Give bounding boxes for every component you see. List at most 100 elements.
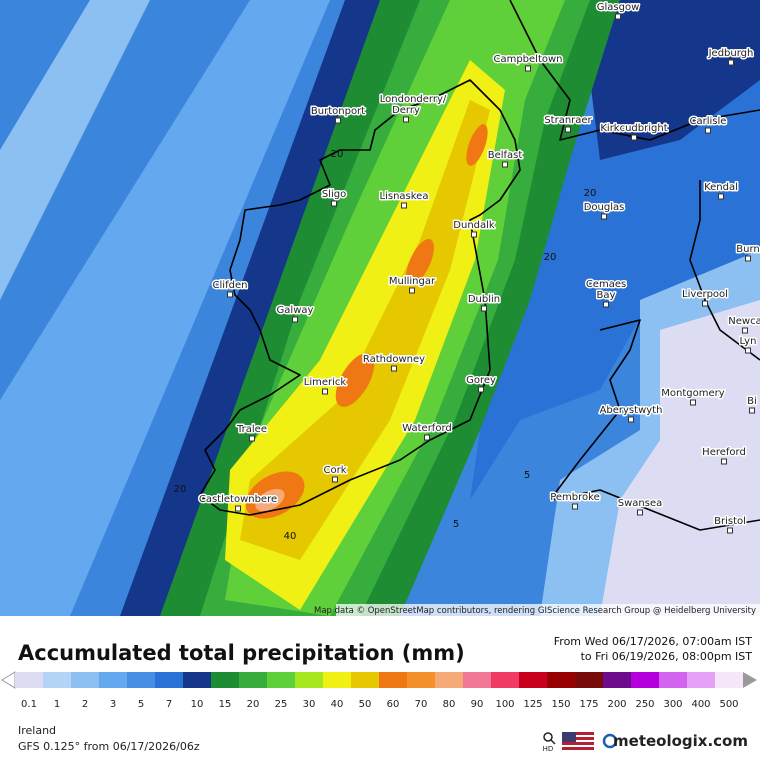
place-label: Rathdowney (363, 354, 425, 365)
place-label: Hereford (702, 447, 746, 458)
legend-title: Accumulated total precipitation (mm) (18, 641, 465, 665)
place-marker (742, 327, 748, 334)
band (580, 0, 760, 160)
place-marker (728, 59, 734, 66)
attribution-bg (336, 604, 760, 616)
place-label: Kendal (704, 182, 738, 193)
place-label: Swansea (618, 498, 662, 509)
scale-box (183, 672, 211, 688)
scale-label: 1 (54, 699, 60, 710)
flag-stripe (562, 735, 594, 737)
place-label: Lyn (740, 336, 757, 347)
scale-label: 0.1 (21, 699, 37, 710)
scale-label: 200 (607, 699, 626, 710)
scale-label: 175 (579, 699, 598, 710)
place-label: Newca (728, 316, 760, 327)
place-label: Kirkcudbright (600, 123, 667, 134)
place-marker (690, 399, 696, 406)
place-label: Glasgow (597, 2, 640, 13)
scale-label: 125 (523, 699, 542, 710)
place-label: Aberystwyth (600, 405, 663, 416)
scale-label: 15 (219, 699, 232, 710)
place-marker (749, 407, 755, 414)
band (0, 0, 150, 300)
brand[interactable]: meteologix.com (613, 732, 748, 750)
flag[interactable] (562, 732, 594, 750)
band (335, 353, 375, 407)
place-marker (727, 527, 733, 534)
hd-label[interactable]: HD (543, 745, 554, 753)
place-marker (471, 231, 477, 238)
place-label: Cemaes (586, 279, 626, 290)
coastline (689, 180, 760, 361)
scale-label: 150 (551, 699, 570, 710)
scale-box (379, 672, 407, 688)
scale-box (323, 672, 351, 688)
period-to: to Fri 06/19/2026, 08:00pm IST (581, 650, 753, 663)
scale-box (659, 672, 687, 688)
scale-box (211, 672, 239, 688)
scale-label: 2 (82, 699, 88, 710)
scale-label: 80 (443, 699, 456, 710)
place-label: Galway (277, 305, 314, 316)
scale-arrow (743, 672, 757, 688)
place-label: Clifden (213, 280, 248, 291)
flag-canton (562, 732, 576, 742)
scale-box (71, 672, 99, 688)
place-marker (745, 347, 751, 354)
band (240, 100, 490, 560)
place-label: Pembroke (550, 492, 600, 503)
scale-box (351, 672, 379, 688)
place-label: Montgomery (661, 388, 724, 399)
scale-label: 20 (247, 699, 260, 710)
place-marker (565, 126, 571, 133)
scale-box (15, 672, 43, 688)
contour-label: 20 (174, 484, 187, 495)
scale-box (239, 672, 267, 688)
flag-stripe (562, 740, 594, 742)
place-label: Waterford (402, 423, 451, 434)
place-marker (572, 503, 578, 510)
place-label: Burtonport (311, 106, 365, 117)
scale-label: 60 (387, 699, 400, 710)
scale-box (575, 672, 603, 688)
scale-box (491, 672, 519, 688)
contour-label: 5 (524, 470, 530, 481)
place-label: Castletownbere (199, 494, 277, 505)
scale-label: 500 (719, 699, 738, 710)
coastline (509, 0, 760, 141)
attribution: Map data © OpenStreetMap contributors, r… (314, 606, 756, 616)
scale-box (547, 672, 575, 688)
scale-label: 7 (166, 699, 172, 710)
place-label: Belfast (488, 150, 523, 161)
place-label: Mullingar (389, 276, 436, 287)
place-marker (403, 116, 409, 123)
place-marker (322, 388, 328, 395)
logo-icon (602, 733, 618, 749)
hd-icon[interactable] (543, 732, 553, 742)
scale-label: 100 (495, 699, 514, 710)
scale-box (631, 672, 659, 688)
place-marker (631, 134, 637, 141)
place-label: Tralee (236, 424, 267, 435)
coastline (549, 319, 760, 531)
band (120, 0, 385, 616)
contour-label: 5 (453, 519, 459, 530)
place-marker (718, 193, 724, 200)
place-marker (335, 117, 341, 124)
place-label: Burn (736, 244, 759, 255)
place-marker (525, 65, 531, 72)
scale-box (603, 672, 631, 688)
band (255, 488, 285, 512)
scale-label: 10 (191, 699, 204, 710)
place-marker (227, 291, 233, 298)
place-marker (721, 458, 727, 465)
scale-arrow (1, 671, 16, 689)
place-marker (481, 305, 487, 312)
place-label: Bi (747, 396, 757, 407)
hd-icon (550, 739, 556, 745)
place-label: Dublin (468, 294, 500, 305)
place-label: Derry (392, 105, 420, 116)
contour-label: 20 (584, 188, 597, 199)
